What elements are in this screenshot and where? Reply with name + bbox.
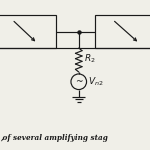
Bar: [0, 15, 56, 48]
Text: $R_2$: $R_2$: [84, 52, 96, 65]
Text: $V_{n2}$: $V_{n2}$: [88, 75, 104, 88]
Text: ,of several amplifying stag: ,of several amplifying stag: [0, 135, 108, 142]
Bar: [94, 15, 150, 48]
Text: ~: ~: [75, 77, 82, 86]
